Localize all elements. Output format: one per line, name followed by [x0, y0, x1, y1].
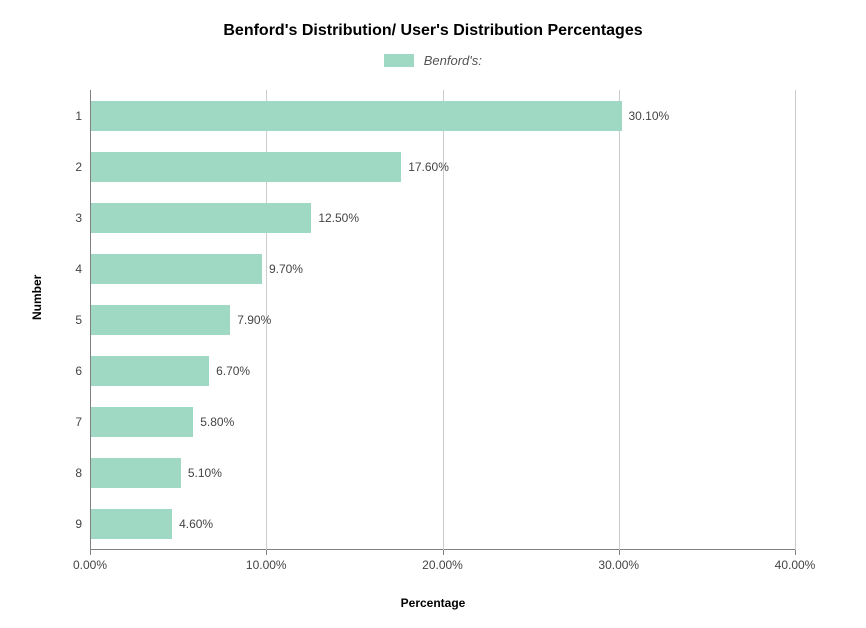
bar [91, 458, 181, 488]
y-tick-label: 1 [66, 109, 82, 123]
x-tick-mark [795, 550, 796, 555]
x-tick-mark [90, 550, 91, 555]
y-tick-label: 6 [66, 364, 82, 378]
x-tick-label: 10.00% [246, 558, 287, 572]
y-tick-label: 7 [66, 415, 82, 429]
gridline [619, 90, 620, 550]
bar-value-label: 17.60% [408, 160, 449, 174]
y-tick-label: 9 [66, 517, 82, 531]
plot-area: 0.00%10.00%20.00%30.00%40.00%130.10%217.… [90, 90, 795, 550]
x-tick-label: 20.00% [422, 558, 463, 572]
bar-value-label: 12.50% [318, 211, 359, 225]
bar [91, 305, 230, 335]
y-tick-label: 4 [66, 262, 82, 276]
x-tick-mark [266, 550, 267, 555]
y-tick-label: 8 [66, 466, 82, 480]
chart-title: Benford's Distribution/ User's Distribut… [0, 22, 866, 40]
legend-label: Benford's: [424, 53, 482, 68]
y-tick-label: 5 [66, 313, 82, 327]
bar [91, 407, 193, 437]
bar [91, 356, 209, 386]
bar [91, 101, 622, 131]
x-tick-mark [619, 550, 620, 555]
bar-value-label: 5.10% [188, 466, 222, 480]
gridline [795, 90, 796, 550]
y-axis-title: Number [30, 275, 44, 320]
x-axis-title: Percentage [0, 596, 866, 610]
bar [91, 152, 401, 182]
bar-value-label: 9.70% [269, 262, 303, 276]
bar-value-label: 6.70% [216, 364, 250, 378]
bar-value-label: 5.80% [200, 415, 234, 429]
x-tick-label: 40.00% [775, 558, 816, 572]
y-tick-label: 2 [66, 160, 82, 174]
bar [91, 254, 262, 284]
chart-container: Benford's Distribution/ User's Distribut… [0, 0, 866, 628]
x-tick-label: 0.00% [73, 558, 107, 572]
bar [91, 203, 311, 233]
chart-legend: Benford's: [0, 52, 866, 68]
x-tick-mark [443, 550, 444, 555]
bar-value-label: 30.10% [629, 109, 670, 123]
bar-value-label: 7.90% [237, 313, 271, 327]
y-tick-label: 3 [66, 211, 82, 225]
bar-value-label: 4.60% [179, 517, 213, 531]
x-tick-label: 30.00% [598, 558, 639, 572]
legend-swatch [384, 54, 414, 67]
bar [91, 509, 172, 539]
